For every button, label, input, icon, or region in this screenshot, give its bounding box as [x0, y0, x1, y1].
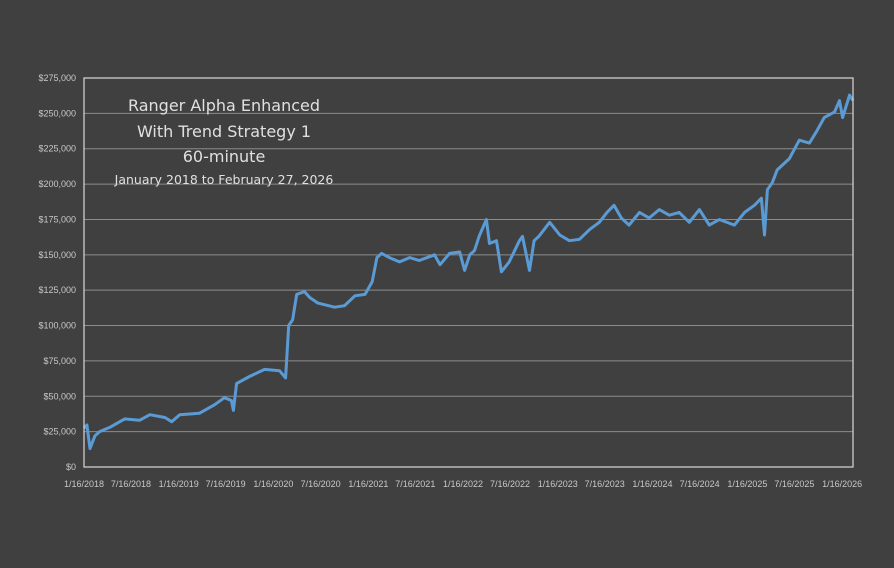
y-tick-label: $50,000: [43, 391, 76, 401]
y-tick-label: $75,000: [43, 356, 76, 366]
equity-series-line: [82, 93, 855, 451]
y-tick-label: $25,000: [43, 427, 76, 437]
plot-area-border: [83, 77, 854, 468]
x-tick-label: 7/16/2024: [680, 479, 720, 489]
x-tick-label: 1/16/2020: [253, 479, 293, 489]
chart-title-line-3: 60-minute: [182, 147, 266, 166]
x-tick-label: 7/16/2021: [395, 479, 435, 489]
x-tick-label: 1/16/2021: [348, 479, 388, 489]
y-tick-label: $225,000: [38, 144, 76, 154]
x-tick-label: 7/16/2023: [585, 479, 625, 489]
y-tick-label: $100,000: [38, 321, 76, 331]
y-tick-label: $250,000: [38, 108, 76, 118]
y-tick-label: $200,000: [38, 179, 76, 189]
x-tick-label: 1/16/2024: [632, 479, 672, 489]
y-tick-label: $125,000: [38, 285, 76, 295]
y-axis-tick-labels: $0 $25,000 $50,000 $75,000 $100,000 $125,000 $…: [38, 73, 76, 472]
x-tick-label: 1/16/2018: [64, 479, 104, 489]
x-tick-label: 1/16/2022: [443, 479, 483, 489]
x-tick-label: 1/16/2025: [727, 479, 767, 489]
x-tick-label: 7/16/2018: [111, 479, 151, 489]
x-tick-label: 7/16/2019: [206, 479, 246, 489]
y-tick-label: $0: [66, 462, 76, 472]
x-tick-label: 7/16/2025: [774, 479, 814, 489]
x-tick-label: 1/16/2019: [159, 479, 199, 489]
chart-title-line-1: Ranger Alpha Enhanced: [127, 96, 321, 115]
x-tick-label: 7/16/2020: [301, 479, 341, 489]
x-tick-label: 7/16/2022: [490, 479, 530, 489]
x-axis-tick-labels: 1/16/2018 7/16/2018 1/16/2019 7/16/2019 1/16…: [64, 479, 862, 489]
y-tick-label: $175,000: [38, 214, 76, 224]
y-tick-label: $275,000: [38, 73, 76, 83]
chart-title-line-2: With Trend Strategy 1: [136, 122, 312, 141]
x-tick-label: 1/16/2026: [822, 479, 862, 489]
x-tick-label: 1/16/2023: [538, 479, 578, 489]
chart-subtitle-date-range: January 2018 to February 27, 2026: [114, 172, 334, 187]
y-tick-label: $150,000: [38, 250, 76, 260]
